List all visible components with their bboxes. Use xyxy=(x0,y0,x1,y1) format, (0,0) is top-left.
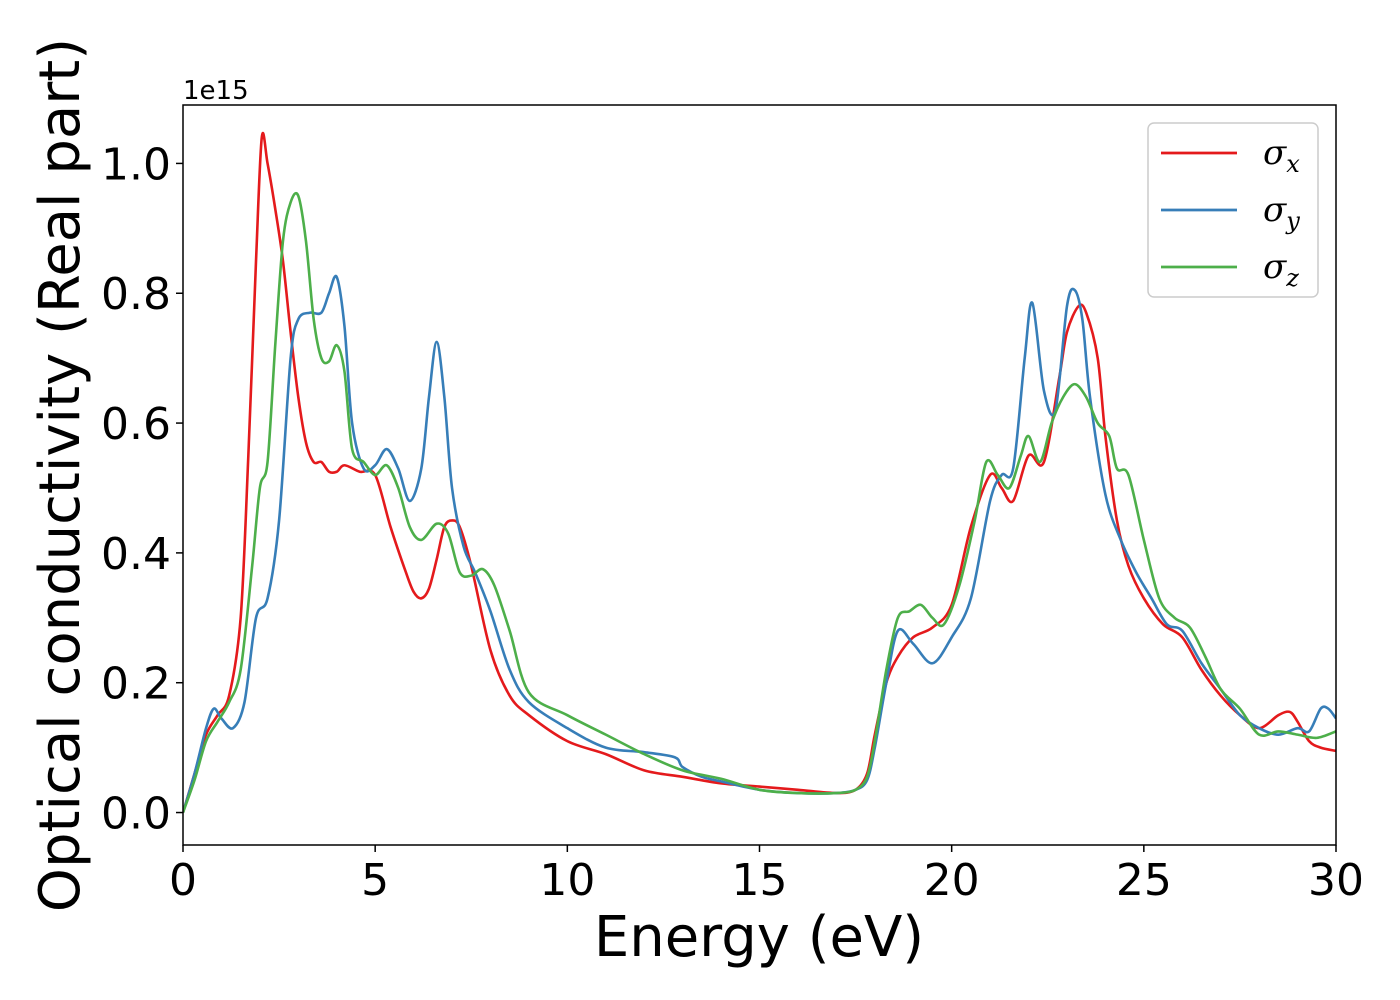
y-tick-label: 1.0 xyxy=(101,139,171,190)
y-tick-label: 0.4 xyxy=(101,529,171,580)
legend-label-z: σz xyxy=(1263,247,1299,292)
series-line-z xyxy=(183,191,1336,813)
x-tick-label: 25 xyxy=(1116,855,1172,906)
x-axis-ticks: 0 5 10 15 20 25 30 xyxy=(169,845,1364,906)
y-offset-label: 1e15 xyxy=(183,76,249,106)
x-tick-label: 0 xyxy=(169,855,197,906)
y-tick-label: 0.6 xyxy=(101,399,171,450)
series-line-y xyxy=(183,274,1336,813)
legend-label-y: σy xyxy=(1263,190,1300,235)
legend-label-x: σx xyxy=(1263,133,1300,178)
series-line-x xyxy=(183,132,1336,813)
y-tick-label: 0.8 xyxy=(101,269,171,320)
y-tick-label: 0.0 xyxy=(101,789,171,840)
legend: σx σy σz xyxy=(1147,122,1319,298)
y-axis-ticks: 0.0 0.2 0.4 0.6 0.8 1.0 xyxy=(101,139,183,840)
plot-lines xyxy=(183,132,1336,813)
x-tick-label: 20 xyxy=(924,855,980,906)
y-axis-label: Optical conductivity (Real part) xyxy=(28,38,93,912)
x-tick-label: 15 xyxy=(732,855,788,906)
x-tick-label: 30 xyxy=(1308,855,1364,906)
y-tick-label: 0.2 xyxy=(101,659,171,710)
x-axis-label: Energy (eV) xyxy=(594,905,924,970)
x-tick-label: 10 xyxy=(539,855,595,906)
x-tick-label: 5 xyxy=(361,855,389,906)
